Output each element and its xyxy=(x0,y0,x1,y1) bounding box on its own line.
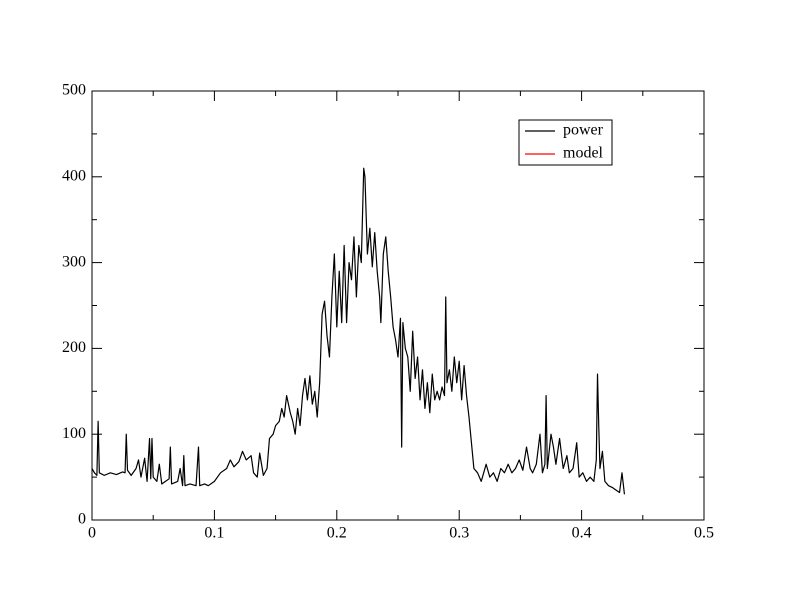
legend-label: model xyxy=(563,145,604,162)
x-tick-label: 0.3 xyxy=(449,525,469,542)
x-tick-label: 0.1 xyxy=(204,525,224,542)
y-tick-label: 300 xyxy=(62,253,86,270)
x-tick-label: 0.5 xyxy=(694,525,714,542)
y-tick-label: 0 xyxy=(78,511,86,528)
y-tick-label: 100 xyxy=(62,425,86,442)
y-tick-label: 400 xyxy=(62,167,86,184)
legend-box xyxy=(518,119,613,166)
y-tick-label: 200 xyxy=(62,339,86,356)
x-tick-label: 0 xyxy=(88,525,96,542)
x-tick-label: 0.4 xyxy=(572,525,592,542)
series-line xyxy=(91,167,626,495)
legend: power model xyxy=(518,119,613,166)
x-tick-label: 0.2 xyxy=(327,525,347,542)
y-tick-label: 500 xyxy=(62,82,86,99)
legend-label: power xyxy=(563,122,604,139)
